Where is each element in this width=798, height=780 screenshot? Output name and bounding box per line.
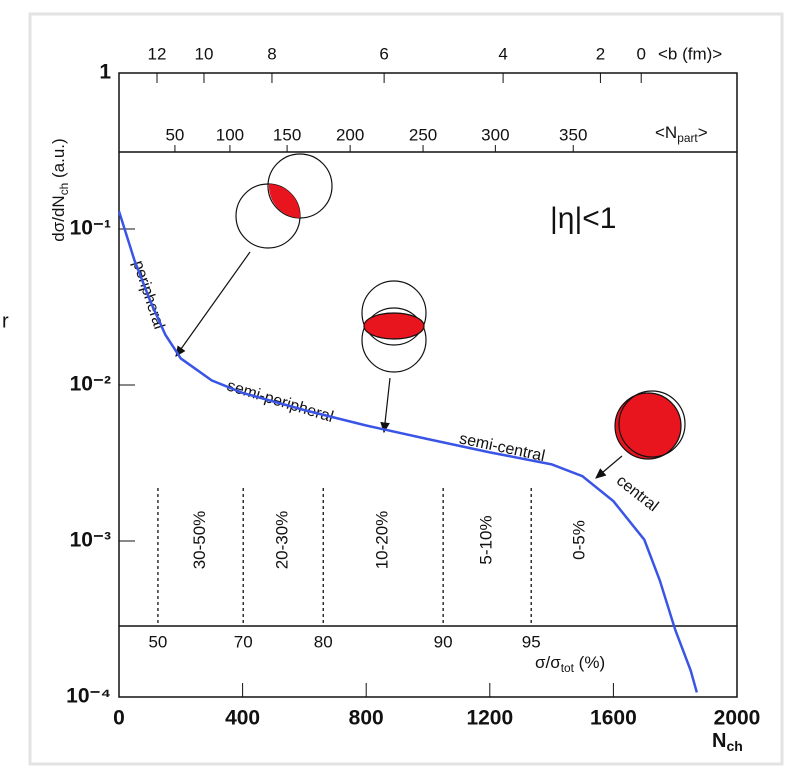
y-tick-label: 10⁻⁴ [66,685,111,708]
axis-label-part: dσ/dN [49,195,68,241]
axis-label: <Npart> [655,123,708,145]
b-tick-label: 10 [195,44,214,63]
b-tick-label: 12 [148,44,167,63]
axis-label-part: (%) [574,653,605,672]
x-tick-label: 2000 [714,707,761,730]
centrality-tick-label: 50 [148,632,167,651]
b-tick-label: 0 [636,44,645,63]
axis-label: σ/σtot (%) [535,653,605,675]
data-line [117,210,699,693]
x-tick-label: 800 [349,707,384,730]
axis-label-part: (a.u.) [49,138,68,182]
x-tick-label: 400 [225,707,260,730]
npart-tick-label: 300 [481,125,509,144]
x-tick-label: 1600 [590,707,637,730]
b-axis-label: <b (fm)> [658,44,722,63]
class-label: 0-5% [570,520,589,560]
centrality-tick-label: 95 [522,632,541,651]
axis-label-part: <N [655,123,677,142]
centrality-tick-label: 80 [314,632,333,651]
npart-tick-label: 200 [336,125,364,144]
y-tick-label: 10⁻¹ [70,217,111,240]
class-label: 10-20% [373,511,392,570]
axis-label-part: tot [561,661,575,675]
axis-label-part: N [712,730,726,752]
b-tick-label: 6 [379,44,388,63]
b-tick-label: 4 [498,44,507,63]
centrality-tick-label: 70 [234,632,253,651]
overlap-diagrams [175,153,686,479]
axis-label: dσ/dNch (a.u.) [49,138,71,241]
y-tick-label: 10⁻² [70,373,111,396]
axis-label-part: part [677,131,698,145]
axis-label-part: σ/σ [535,653,561,672]
class-label: 20-30% [273,511,292,570]
npart-tick-label: 150 [273,125,301,144]
axis-label-part: ch [726,738,742,754]
x-tick-label: 0 [113,707,125,730]
y-tick-label: 10⁻³ [70,529,111,552]
class-label: 30-50% [190,511,209,570]
b-tick-label: 8 [267,44,276,63]
axis-label: Nch [712,730,743,753]
eta-label: |η|<1 [550,202,616,235]
class-label: 5-10% [477,515,496,564]
side-text: r [2,310,9,332]
y-tick-label: 1 [99,61,111,84]
npart-tick-label: 100 [216,125,244,144]
x-tick-label: 1200 [466,707,513,730]
axis-label-part: ch [57,183,71,196]
b-tick-label: 2 [596,44,605,63]
centrality-tick-label: 90 [434,632,453,651]
npart-tick-label: 250 [409,125,437,144]
axis-label-part: > [698,123,708,142]
npart-tick-label: 350 [559,125,587,144]
panel [28,12,784,766]
npart-tick-label: 50 [165,125,184,144]
